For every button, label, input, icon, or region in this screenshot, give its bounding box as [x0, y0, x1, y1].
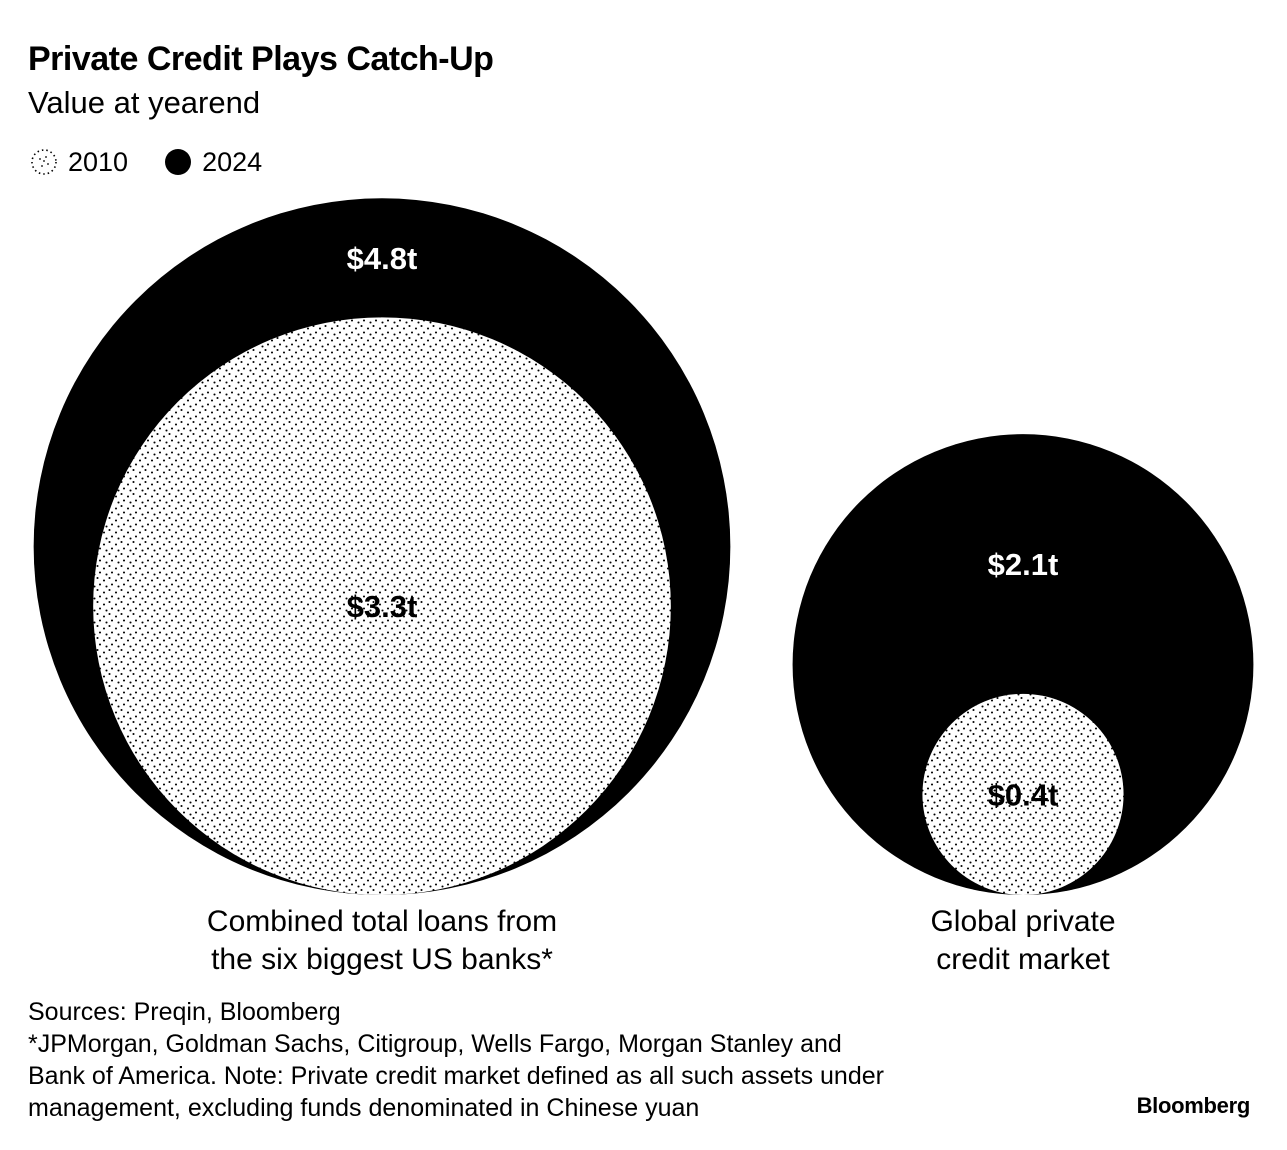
- chart-subtitle: Value at yearend: [28, 85, 261, 120]
- solid-circle-icon: [164, 148, 192, 176]
- bloomberg-logo: Bloomberg: [1136, 1093, 1251, 1118]
- legend-label-2024: 2024: [202, 146, 263, 177]
- footnotes: Sources: Preqin, Bloomberg *JPMorgan, Go…: [28, 996, 884, 1124]
- legend-item-2010: 2010: [30, 147, 128, 178]
- footnote-line: Bank of America. Note: Private credit ma…: [28, 1062, 884, 1090]
- dotted-circle-icon: [30, 148, 58, 176]
- value-label-2010-group-1: $0.4t: [988, 777, 1059, 812]
- group-label-line: the six biggest US banks*: [211, 943, 553, 976]
- group-label-bank-loans: Combined total loans from the six bigges…: [122, 903, 642, 979]
- bubble-2010-group-1: [922, 693, 1124, 895]
- footnote-line: management, excluding funds denominated …: [28, 1094, 700, 1122]
- footnote-line: *JPMorgan, Goldman Sachs, Citigroup, Wel…: [28, 1030, 842, 1058]
- chart-title: Private Credit Plays Catch-Up: [28, 40, 494, 78]
- sources-note: Sources: Preqin, Bloomberg: [28, 998, 341, 1026]
- value-label-2024-group-1: $2.1t: [988, 547, 1059, 582]
- value-label-2024-group-0: $4.8t: [347, 241, 418, 276]
- group-label-line: Combined total loans from: [206, 905, 558, 938]
- legend: 2010 2024: [30, 144, 298, 180]
- bubble-2010-group-0: [93, 317, 671, 895]
- legend-item-2024: 2024: [164, 147, 262, 178]
- group-label-line: credit market: [936, 943, 1110, 976]
- group-label-private-credit: Global private credit market: [763, 903, 1283, 979]
- value-label-2010-group-0: $3.3t: [347, 589, 418, 624]
- bubble-2024-group-1: [792, 434, 1254, 895]
- legend-label-2010: 2010: [68, 146, 129, 177]
- group-label-line: Global private: [930, 905, 1116, 938]
